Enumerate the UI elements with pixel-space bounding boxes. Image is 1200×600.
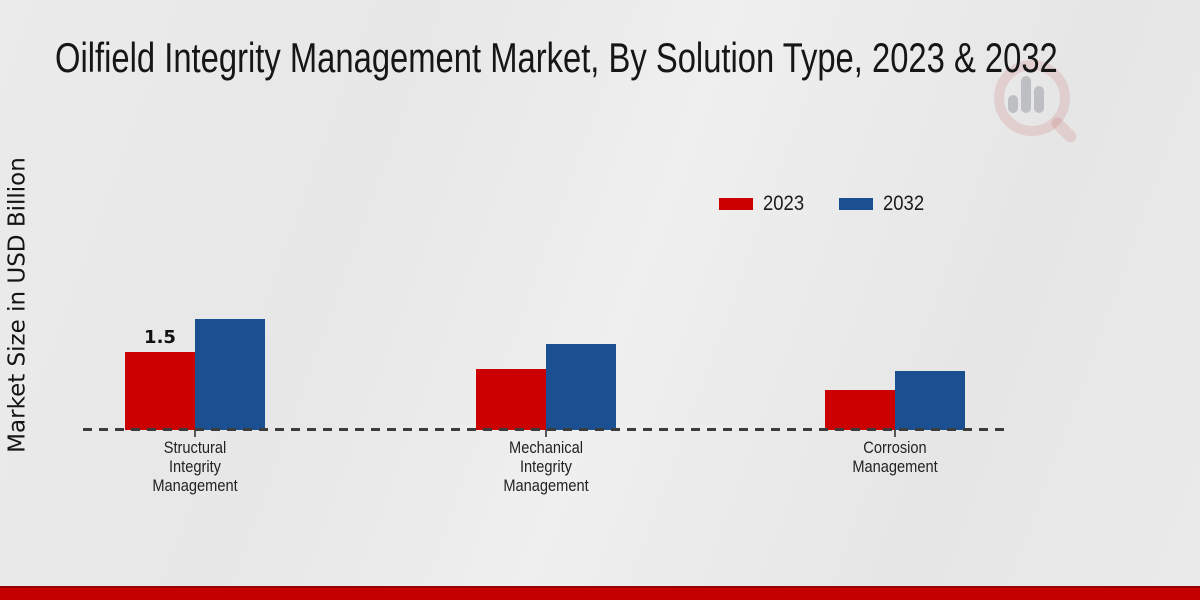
bar-2023-corrosion-management	[825, 390, 895, 430]
bar-2023-mechanical-integrity-management	[476, 369, 546, 430]
category-label-structural-integrity-management: Structural Integrity Management	[152, 438, 238, 495]
legend-swatch-2032	[838, 198, 873, 210]
x-axis-tick	[545, 430, 547, 437]
legend-swatch-2023	[719, 198, 753, 210]
logo-bar-icon	[1008, 95, 1018, 113]
legend-item-2023: 2023	[719, 192, 810, 216]
legend: 2023 2032	[719, 192, 929, 216]
legend-label-2023: 2023	[763, 192, 805, 215]
bar-2032-structural-integrity-management	[195, 319, 265, 430]
x-axis-tick	[894, 430, 896, 437]
x-axis-line	[83, 428, 1005, 431]
category-label-mechanical-integrity-management: Mechanical Integrity Management	[503, 438, 589, 495]
chart-title: Oilfield Integrity Management Market, By…	[55, 34, 1058, 81]
category-label-corrosion-management: Corrosion Management	[852, 438, 938, 476]
bar-2032-mechanical-integrity-management	[546, 344, 616, 430]
legend-label-2032: 2032	[882, 192, 924, 215]
bar-value-label: 1.5	[144, 327, 176, 348]
bar-2023-structural-integrity-management	[125, 352, 195, 430]
logo-bar-icon	[1021, 76, 1031, 113]
footer-accent-bar	[0, 586, 1200, 600]
y-axis-label: Market Size in USD Billion	[4, 157, 31, 453]
logo-bar-icon	[1034, 86, 1044, 113]
bar-2032-corrosion-management	[895, 371, 965, 430]
legend-item-2032: 2032	[838, 192, 930, 216]
x-axis-tick	[194, 430, 196, 437]
magnifier-circle-icon	[994, 60, 1070, 136]
